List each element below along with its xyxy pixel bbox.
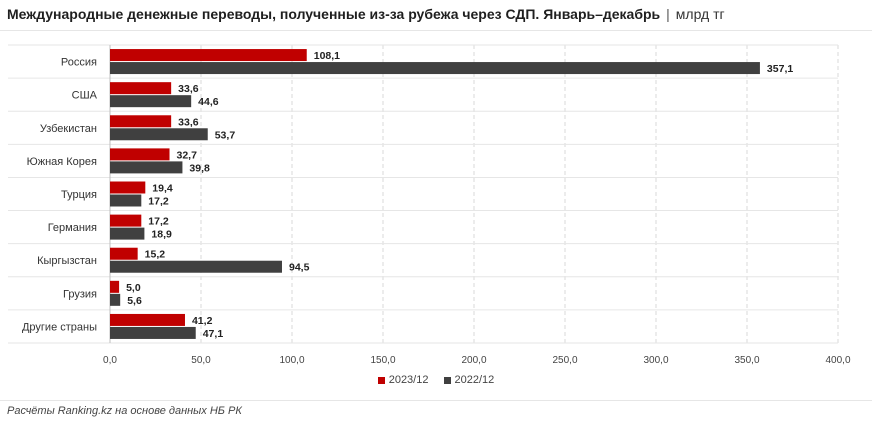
data-label: 17,2 bbox=[148, 196, 169, 208]
bar-2022-12 bbox=[110, 95, 192, 108]
legend-item-2022: 2022/12 bbox=[443, 374, 495, 386]
bar-2023-12 bbox=[110, 313, 185, 326]
data-label: 47,1 bbox=[203, 328, 224, 340]
x-tick-label: 50,0 bbox=[191, 355, 211, 366]
category-label: Другие страны bbox=[22, 321, 97, 333]
bar-2022-12 bbox=[110, 128, 208, 141]
data-label: 19,4 bbox=[152, 183, 173, 195]
category-label: Узбекистан bbox=[40, 123, 97, 135]
x-tick-label: 100,0 bbox=[279, 355, 304, 366]
bar-2022-12 bbox=[110, 194, 142, 207]
bar-2023-12 bbox=[110, 115, 172, 128]
category-label: США bbox=[72, 90, 98, 102]
legend-item-2023: 2023/12 bbox=[377, 374, 429, 386]
data-label: 5,0 bbox=[126, 282, 141, 294]
category-label: Германия bbox=[48, 222, 97, 234]
x-tick-label: 300,0 bbox=[643, 355, 668, 366]
data-label: 18,9 bbox=[151, 229, 172, 241]
category-label: Грузия bbox=[63, 288, 97, 300]
chart-header: Международные денежные переводы, получен… bbox=[7, 6, 725, 26]
footer-divider bbox=[0, 400, 872, 401]
unit-label: млрд тг bbox=[675, 6, 725, 22]
bar-2022-12 bbox=[110, 62, 760, 75]
chart-title: Международные денежные переводы, получен… bbox=[7, 6, 661, 22]
bar-2023-12 bbox=[110, 49, 307, 62]
data-label: 53,7 bbox=[215, 129, 236, 141]
x-tick-label: 150,0 bbox=[370, 355, 395, 366]
data-label: 33,6 bbox=[178, 116, 199, 128]
bar-2022-12 bbox=[110, 293, 121, 306]
x-tick-label: 350,0 bbox=[734, 355, 759, 366]
category-label: Турция bbox=[61, 189, 97, 201]
x-tick-label: 250,0 bbox=[552, 355, 577, 366]
bar-2022-12 bbox=[110, 260, 282, 273]
bar-2023-12 bbox=[110, 148, 170, 161]
data-label: 41,2 bbox=[192, 315, 213, 327]
data-label: 108,1 bbox=[314, 50, 340, 62]
data-label: 39,8 bbox=[189, 162, 210, 174]
bar-2023-12 bbox=[110, 181, 146, 194]
bar-2022-12 bbox=[110, 227, 145, 240]
title-divider bbox=[0, 30, 872, 31]
bar-2022-12 bbox=[110, 161, 183, 174]
legend-label-2023: 2023/12 bbox=[388, 374, 429, 386]
legend-label-2022: 2022/12 bbox=[454, 374, 495, 386]
data-label: 15,2 bbox=[145, 249, 166, 261]
category-label: Южная Корея bbox=[27, 156, 97, 168]
bar-2023-12 bbox=[110, 247, 138, 260]
category-label: Россия bbox=[61, 57, 97, 69]
bar-2023-12 bbox=[110, 280, 120, 293]
bar-2023-12 bbox=[110, 82, 172, 95]
data-label: 33,6 bbox=[178, 83, 199, 95]
x-tick-label: 0,0 bbox=[103, 355, 117, 366]
data-label: 357,1 bbox=[767, 63, 793, 75]
title-separator: | bbox=[666, 6, 670, 22]
data-label: 44,6 bbox=[198, 96, 219, 108]
legend-swatch-2023 bbox=[377, 376, 385, 384]
source-note: Расчёты Ranking.kz на основе данных НБ Р… bbox=[7, 405, 242, 417]
data-label: 94,5 bbox=[289, 262, 310, 274]
legend: 2023/12 2022/12 bbox=[0, 374, 872, 387]
x-tick-label: 200,0 bbox=[461, 355, 486, 366]
data-label: 5,6 bbox=[127, 295, 142, 307]
data-label: 32,7 bbox=[177, 149, 198, 161]
legend-swatch-2022 bbox=[443, 376, 451, 384]
x-tick-label: 400,0 bbox=[825, 355, 850, 366]
category-label: Кыргызстан bbox=[37, 255, 97, 267]
data-label: 17,2 bbox=[148, 216, 169, 228]
bar-2022-12 bbox=[110, 326, 196, 339]
bar-2023-12 bbox=[110, 214, 142, 227]
